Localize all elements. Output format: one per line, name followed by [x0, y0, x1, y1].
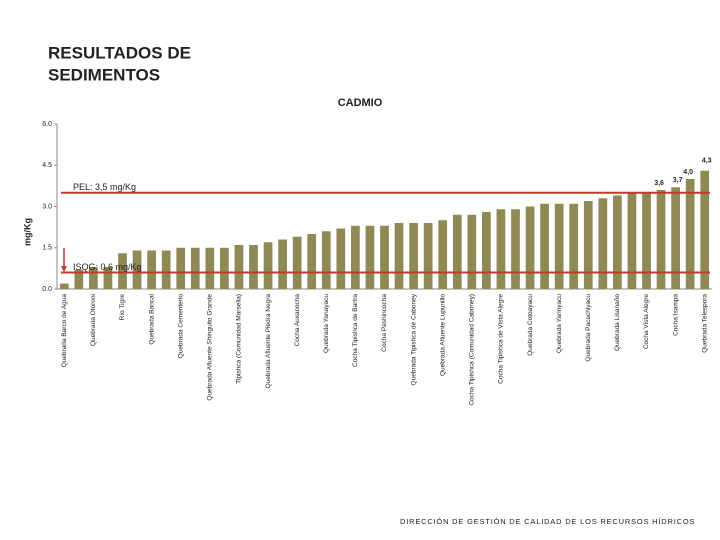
x-tick-label: Cocha Auxacocha	[294, 294, 301, 347]
y-tick-label: 1.5	[42, 245, 52, 252]
bar	[656, 190, 666, 289]
bar	[583, 201, 593, 289]
bar	[190, 247, 200, 289]
x-tick-label: Tipishca (Comunidad Marsella)	[236, 294, 243, 384]
x-tick-label: Cocha Pashincocha	[381, 294, 388, 352]
bar	[365, 225, 375, 289]
bar	[118, 253, 127, 289]
x-tick-label: Quebrada Cementerio	[177, 294, 184, 359]
bar	[59, 283, 69, 289]
bar	[554, 203, 564, 289]
data-label: 4,3	[702, 158, 712, 165]
y-tick-label: 3.0	[42, 203, 52, 210]
x-tick-label: Quebrada Tipishca de Caboney	[410, 293, 417, 385]
bar	[103, 267, 113, 289]
data-label: 4,0	[683, 169, 693, 176]
y-tick-label: 6.0	[42, 121, 52, 128]
bar	[525, 206, 535, 289]
bar	[467, 214, 477, 289]
bar	[613, 195, 622, 289]
bar	[205, 247, 215, 289]
bar	[642, 192, 651, 289]
bar	[380, 225, 389, 289]
bar	[336, 228, 346, 289]
bar	[249, 245, 258, 289]
bar	[263, 242, 273, 289]
bar	[161, 250, 171, 289]
bar	[438, 220, 448, 289]
bar	[598, 198, 608, 289]
y-axis-label: mg/Kg	[22, 218, 32, 246]
bar	[627, 192, 637, 289]
slide-title: RESULTADOS DE	[48, 43, 191, 62]
y-tick-label: 0.0	[42, 286, 52, 293]
bar	[671, 187, 680, 289]
bar	[74, 269, 84, 289]
x-tick-label: Quebrada Barco de Agua	[61, 294, 68, 368]
x-tick-label: Quebrada Otoroni	[90, 294, 97, 346]
x-tick-label: Cocha Tipishca (Comunidad Caboney)	[469, 294, 476, 406]
bar	[307, 234, 317, 289]
bar	[292, 236, 302, 289]
data-label: 3,6	[654, 180, 664, 187]
bar	[278, 239, 287, 289]
bar	[700, 170, 710, 289]
bar	[496, 209, 506, 289]
chart-title: CADMIO	[338, 97, 383, 109]
threshold-label: ISQG: 0,6 mg/Kg	[73, 262, 142, 272]
bar	[220, 247, 229, 289]
x-tick-label: Quebrada Yanayacu	[323, 294, 330, 353]
x-tick-label: Quebrada Bancal	[148, 293, 155, 344]
y-tick-label: 4.5	[42, 162, 52, 169]
bar	[176, 247, 186, 289]
threshold-label: PEL: 3,5 mg/Kg	[73, 182, 136, 192]
slide-title: SEDIMENTOS	[48, 65, 160, 84]
bar	[132, 250, 142, 289]
x-tick-label: Quebrada Afluente Piedra Negra	[265, 294, 272, 389]
x-tick-label: Cocha Isampa	[672, 294, 679, 336]
x-tick-label: Cocha Vista Alegre	[643, 294, 650, 350]
bar	[423, 223, 433, 289]
bar	[234, 245, 244, 289]
x-tick-label: Quebrada Yarinyacu	[556, 294, 563, 353]
bar	[409, 223, 418, 289]
bar	[394, 223, 404, 289]
bar	[452, 214, 462, 289]
x-tick-label: Río Tigre	[119, 294, 126, 321]
data-label: 3,7	[673, 177, 683, 184]
x-tick-label: Quebrada Afluente Lupunillo	[439, 294, 446, 376]
bar	[511, 209, 520, 289]
bar	[482, 212, 491, 289]
bar	[569, 203, 579, 289]
bar	[685, 179, 695, 289]
x-tick-label: Quebrada Pacachiyacu	[585, 294, 592, 362]
bar	[147, 250, 156, 289]
x-tick-label: Quebrada Cotoayacu	[527, 294, 534, 356]
bar	[89, 267, 98, 289]
footer: DIRECCIÓN DE GESTIÓN DE CALIDAD DE LOS R…	[400, 517, 695, 526]
x-tick-label: Cocha Tipishca de Vista Alegre	[498, 294, 505, 384]
x-tick-label: Quebrada Afluente Shinguito Grande	[207, 294, 214, 401]
bar	[351, 225, 360, 289]
x-tick-label: Cocha Tipishca de Bartra	[352, 294, 359, 367]
bar	[321, 231, 331, 289]
x-tick-label: Quebrada Telespora	[701, 294, 708, 353]
x-tick-label: Quebrada Lisanaño	[614, 294, 621, 351]
bar	[540, 203, 549, 289]
pointer-head	[61, 266, 67, 272]
